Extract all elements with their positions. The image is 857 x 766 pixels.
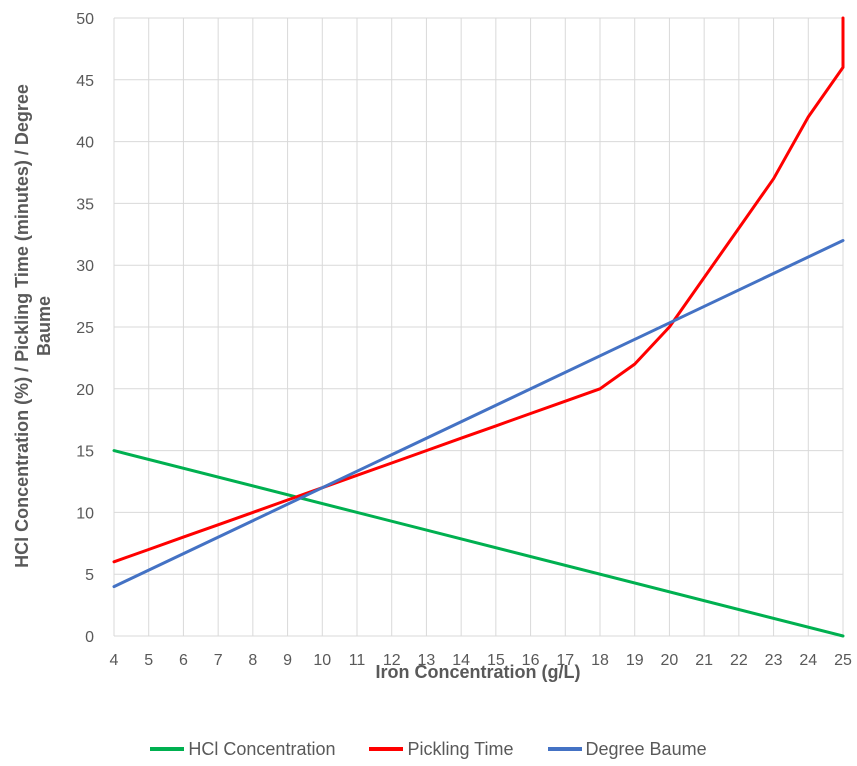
y-tick-label: 25 — [76, 320, 94, 337]
y-tick-label: 15 — [76, 444, 94, 461]
x-tick-label: 16 — [522, 652, 540, 669]
x-axis-title: Iron Concentration (g/L) — [376, 662, 581, 682]
gridlines — [113, 17, 844, 637]
x-tick-label: 21 — [695, 652, 713, 669]
legend-label-baume: Degree Baume — [585, 738, 707, 759]
x-tick-label: 19 — [626, 652, 644, 669]
degree-baume-line — [112, 239, 845, 589]
y-tick-label: 35 — [76, 196, 94, 213]
hcl-concentration-line — [112, 449, 845, 638]
y-axis-ticks: 0 5 10 15 20 25 30 35 40 45 50 — [76, 11, 94, 646]
legend-label-pickling: Pickling Time — [407, 738, 514, 759]
x-tick-label: 22 — [730, 652, 748, 669]
x-tick-label: 4 — [110, 652, 119, 669]
x-tick-label: 10 — [313, 652, 331, 669]
pickling-time-line — [112, 16, 845, 564]
x-tick-label: 20 — [661, 652, 679, 669]
y-axis-title-line2: Baume — [34, 296, 54, 356]
legend-swatch-baume — [547, 747, 582, 751]
y-tick-label: 45 — [76, 73, 94, 90]
x-tick-label: 23 — [765, 652, 783, 669]
x-tick-label: 15 — [487, 652, 505, 669]
legend: HCl Concentration Pickling Time Degree B… — [0, 736, 857, 762]
x-tick-label: 14 — [452, 652, 470, 669]
x-tick-label: 24 — [799, 652, 817, 669]
x-tick-label: 18 — [591, 652, 609, 669]
y-tick-label: 10 — [76, 505, 94, 522]
series-lines — [112, 16, 845, 638]
x-tick-label: 11 — [349, 652, 366, 669]
x-tick-label: 12 — [383, 652, 401, 669]
y-tick-label: 5 — [85, 567, 94, 584]
y-tick-label: 30 — [76, 258, 94, 275]
x-axis-ticks: 4 5 6 7 8 9 10 11 12 13 14 15 16 17 18 19 20 21 22 23 24 25 — [110, 652, 852, 669]
legend-label-hcl: HCl Concentration — [188, 738, 336, 759]
y-tick-label: 0 — [85, 629, 94, 646]
y-tick-label: 40 — [76, 135, 94, 152]
legend-item-hcl: HCl Concentration — [150, 739, 335, 760]
legend-item-pickling: Pickling Time — [369, 738, 514, 760]
chart-canvas: 4 5 6 7 8 9 10 11 12 13 14 15 16 17 18 19 20 21 22 23 24 25 0… — [12, 11, 852, 682]
x-tick-label: 8 — [248, 652, 257, 669]
y-tick-label: 50 — [76, 11, 94, 28]
legend-swatch-hcl — [150, 747, 185, 751]
x-tick-label: 6 — [179, 652, 188, 669]
x-tick-label: 13 — [418, 652, 436, 669]
legend-item-baume: Degree Baume — [547, 738, 707, 760]
x-tick-label: 9 — [283, 652, 292, 669]
y-axis-title-line1: HCl Concentration (%) / Pickling Time (m… — [12, 84, 32, 568]
x-tick-label: 25 — [834, 652, 852, 669]
legend-swatch-pickling — [369, 747, 404, 751]
y-tick-label: 20 — [76, 382, 94, 399]
x-tick-label: 17 — [556, 652, 574, 669]
x-tick-label: 7 — [214, 652, 223, 669]
x-tick-label: 5 — [144, 652, 153, 669]
